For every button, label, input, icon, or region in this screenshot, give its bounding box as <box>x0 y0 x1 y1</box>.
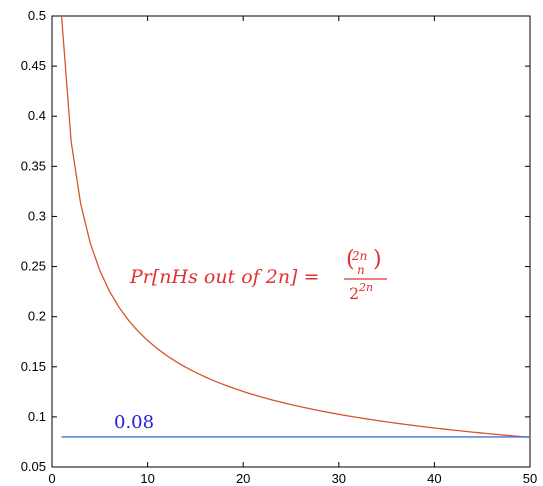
line-value-label: 0.08 <box>114 412 154 433</box>
x-tick-label: 50 <box>523 471 537 486</box>
formula-binom-bottom: n <box>357 263 365 277</box>
y-tick-label: 0.05 <box>21 459 46 474</box>
y-tick-label: 0.35 <box>21 158 46 173</box>
x-tick-labels: 0 10 20 30 40 50 <box>48 471 537 486</box>
y-tick-label: 0.4 <box>28 108 46 123</box>
formula-binom-open: ( <box>346 247 355 272</box>
x-tick-label: 30 <box>332 471 346 486</box>
formula-annotation: Pr[nHs out of 2n] = ( 2n n ) 2 2n <box>129 247 387 303</box>
formula-lhs: Pr[nHs out of 2n] = <box>129 266 319 288</box>
formula-denominator-exponent: 2n <box>358 281 373 294</box>
series-lines <box>60 15 531 438</box>
y-tick-label: 0.45 <box>21 58 46 73</box>
formula-binom-top: 2n <box>351 249 367 263</box>
formula-binom-close: ) <box>373 247 382 272</box>
y-tick-label: 0.15 <box>21 359 46 374</box>
formula-denominator-base: 2 <box>349 284 359 303</box>
series-curve <box>60 15 531 438</box>
y-tick-label: 0.3 <box>28 208 46 223</box>
x-tick-label: 20 <box>236 471 250 486</box>
y-tick-label: 0.5 <box>28 8 46 23</box>
axis-ticks <box>51 15 531 468</box>
x-tick-label: 40 <box>427 471 441 486</box>
x-tick-label: 10 <box>140 471 154 486</box>
y-tick-label: 0.2 <box>28 309 46 324</box>
y-tick-labels: 0.05 0.1 0.15 0.2 0.25 0.3 0.35 0.4 0.45 0.5 <box>21 8 46 474</box>
plot-frame <box>51 15 531 468</box>
x-tick-label: 0 <box>48 471 55 486</box>
y-tick-label: 0.1 <box>28 409 46 424</box>
y-tick-label: 0.25 <box>21 259 46 274</box>
